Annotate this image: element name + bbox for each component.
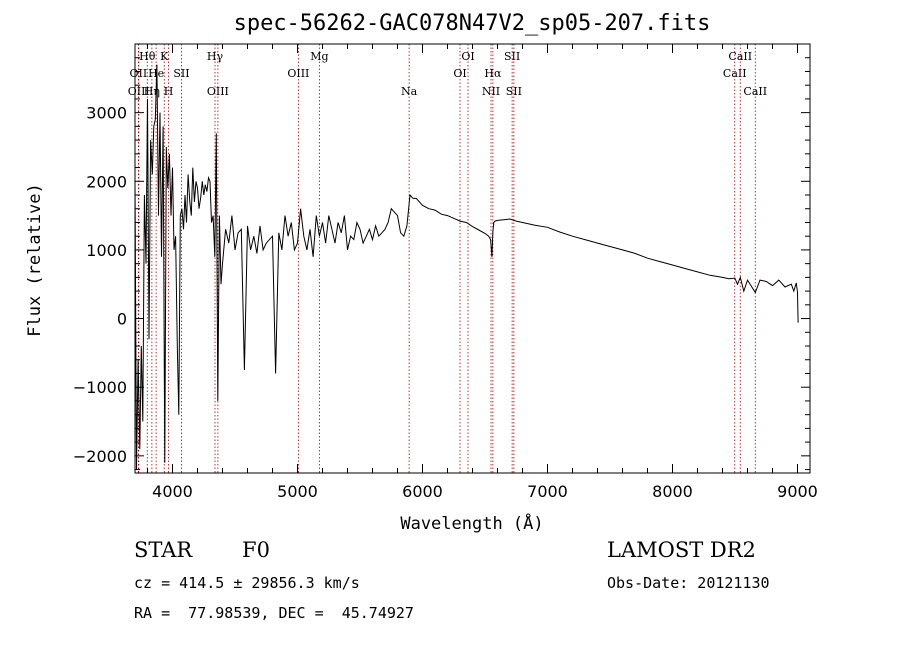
object-subclass: F0 [242,538,270,562]
line-label-11: Mg [310,50,328,63]
line-label-12: Na [401,85,418,98]
y-tick-label-1: −1000 [73,378,127,397]
object-class: STAR [134,538,193,562]
x-tick-label-4: 8000 [652,482,693,501]
line-label-19: CaII [723,67,747,80]
line-label-20: CaII [728,50,752,63]
velocity-readout: cz = 414.5 ± 29856.3 km/s [134,574,360,592]
line-label-15: NII [482,85,500,98]
line-label-8: Hγ [207,50,224,63]
coordinates-readout: RA = 77.98539, DEC = 45.74927 [134,604,414,622]
obs-date: Obs-Date: 20121130 [607,574,770,592]
line-label-14: OI [461,50,474,63]
line-label-4: He [148,67,164,80]
line-label-16: Hα [484,67,502,80]
x-tick-label-0: 4000 [152,482,193,501]
line-label-6: H [164,85,174,98]
spectrum-series-line [134,64,799,470]
x-axis-ticks: 4000 5000 6000 7000 8000 9000 [147,44,818,501]
line-label-7: SII [173,67,189,80]
chart-title: spec-56262-GAC078N47V2_sp05-207.fits [234,11,711,36]
x-tick-label-3: 7000 [527,482,568,501]
y-tick-label-2: 0 [117,310,127,329]
line-label-17: SII [504,50,520,63]
x-tick-label-2: 6000 [402,482,443,501]
line-label-18: SII [506,85,522,98]
plot-frame [134,43,811,474]
y-tick-label-4: 2000 [86,172,127,191]
y-axis-ticks: −2000 −1000 0 1000 2000 3000 [73,43,810,471]
y-tick-label-3: 1000 [86,241,127,260]
survey-name: LAMOST DR2 [607,538,756,562]
y-tick-label-0: −2000 [73,447,127,466]
y-tick-label-5: 3000 [86,104,127,123]
x-axis-label: Wavelength (Å) [400,512,543,534]
x-tick-label-1: 5000 [277,482,318,501]
spectral-line-markers: OIIOIIIHθHηHeKHSIIHγOIIIOIIIMgNaOIOINIIH… [128,44,767,473]
line-label-2: Hθ [139,50,156,63]
line-label-13: OI [453,67,466,80]
line-label-10: OIII [287,67,309,80]
line-label-9: OIII [207,85,229,98]
line-label-21: CaII [743,85,767,98]
line-label-1: OIII [128,85,150,98]
y-axis-label: Flux (relative) [25,183,45,337]
line-label-5: K [160,50,169,63]
x-tick-label-5: 9000 [777,482,818,501]
